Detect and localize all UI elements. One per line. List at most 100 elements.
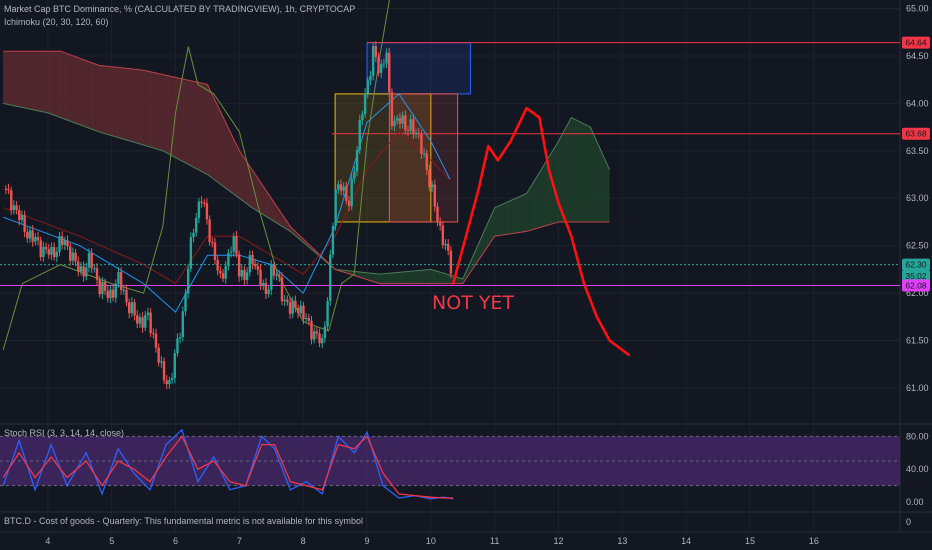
candle-body[interactable]	[192, 232, 195, 238]
candle-body[interactable]	[369, 75, 372, 81]
stoch-rsi-legend[interactable]: Stoch RSI (3, 3, 14, 14, close)	[4, 428, 125, 438]
candle-body[interactable]	[267, 289, 270, 294]
candle-body[interactable]	[4, 188, 8, 190]
candle-body[interactable]	[133, 302, 136, 316]
candle-body[interactable]	[248, 255, 252, 273]
candle-body[interactable]	[119, 271, 123, 290]
x-tick-label[interactable]: 16	[809, 536, 819, 546]
candle-body[interactable]	[224, 266, 227, 279]
candle-body[interactable]	[390, 92, 394, 126]
candle-body[interactable]	[178, 337, 182, 339]
candle-body[interactable]	[264, 283, 268, 294]
candle-body[interactable]	[425, 153, 428, 170]
candle-body[interactable]	[288, 302, 292, 314]
candle-body[interactable]	[203, 202, 206, 204]
candle-body[interactable]	[15, 205, 18, 211]
candle-body[interactable]	[307, 318, 311, 321]
candle-body[interactable]	[318, 333, 321, 344]
x-tick-label[interactable]: 14	[681, 536, 691, 546]
candle-body[interactable]	[401, 115, 404, 124]
stoch-k-line[interactable]	[2, 428, 454, 500]
candle-body[interactable]	[232, 236, 235, 252]
stoch-rsi-panel[interactable]	[0, 428, 900, 500]
candle-body[interactable]	[58, 236, 61, 252]
candle-body[interactable]	[90, 253, 93, 269]
candle-body[interactable]	[237, 254, 241, 277]
candle-body[interactable]	[321, 338, 324, 344]
x-tick-label[interactable]: 12	[554, 536, 564, 546]
candle-body[interactable]	[329, 254, 332, 301]
candle-body[interactable]	[138, 317, 142, 324]
candle-body[interactable]	[374, 46, 378, 58]
candle-body[interactable]	[441, 225, 445, 246]
candle-body[interactable]	[7, 188, 10, 191]
candle-body[interactable]	[160, 361, 163, 363]
candle-body[interactable]	[296, 308, 300, 314]
candle-body[interactable]	[98, 279, 101, 295]
candle-body[interactable]	[278, 274, 281, 278]
candle-body[interactable]	[106, 290, 109, 299]
candle-body[interactable]	[428, 169, 431, 188]
candle-body[interactable]	[125, 289, 128, 303]
candle-body[interactable]	[20, 215, 24, 221]
candle-body[interactable]	[122, 289, 126, 291]
candle-body[interactable]	[39, 240, 42, 258]
candle-body[interactable]	[251, 255, 254, 264]
candle-body[interactable]	[406, 130, 410, 132]
candle-body[interactable]	[82, 266, 85, 277]
candle-body[interactable]	[396, 118, 399, 121]
candle-body[interactable]	[388, 52, 391, 93]
candle-body[interactable]	[34, 236, 37, 242]
candle-body[interactable]	[173, 353, 176, 379]
x-tick-label[interactable]: 4	[45, 536, 50, 546]
candle-body[interactable]	[47, 249, 50, 255]
fundamental-legend[interactable]: BTC.D - Cost of goods - Quarterly: This …	[4, 516, 363, 526]
candle-body[interactable]	[366, 80, 369, 94]
candle-body[interactable]	[353, 171, 356, 179]
candle-body[interactable]	[93, 268, 96, 270]
candle-body[interactable]	[355, 150, 359, 172]
candle-body[interactable]	[422, 153, 426, 155]
candle-body[interactable]	[63, 240, 67, 245]
not-yet-annotation[interactable]: NOT YET	[432, 292, 514, 314]
candle-body[interactable]	[95, 268, 99, 280]
candle-body[interactable]	[195, 218, 198, 233]
candle-body[interactable]	[414, 132, 418, 134]
candle-body[interactable]	[219, 270, 222, 274]
candle-body[interactable]	[326, 300, 329, 327]
ichimoku-legend[interactable]: Ichimoku (20, 30, 120, 60)	[4, 17, 109, 27]
candle-body[interactable]	[168, 380, 171, 385]
candle-body[interactable]	[377, 57, 380, 73]
candle-body[interactable]	[157, 347, 160, 363]
candle-body[interactable]	[162, 361, 166, 381]
candle-body[interactable]	[101, 282, 104, 295]
candle-body[interactable]	[213, 242, 217, 260]
candle-body[interactable]	[262, 283, 265, 286]
candle-body[interactable]	[433, 184, 437, 207]
candle-body[interactable]	[334, 189, 337, 226]
candle-body[interactable]	[245, 272, 249, 280]
candle-body[interactable]	[294, 300, 297, 309]
candle-body[interactable]	[117, 271, 120, 284]
candle-body[interactable]	[60, 236, 64, 245]
axes[interactable]: 65.00 64.50 64.00 63.50 63.00 62.50 62.00 61.50…	[45, 4, 928, 546]
candle-body[interactable]	[26, 232, 29, 239]
candle-body[interactable]	[111, 289, 115, 298]
candle-body[interactable]	[438, 222, 442, 226]
candle-body[interactable]	[87, 253, 91, 268]
candle-body[interactable]	[447, 243, 450, 251]
symbol-legend[interactable]: Market Cap BTC Dominance, % (CALCULATED …	[4, 4, 356, 14]
candle-body[interactable]	[181, 311, 185, 338]
x-tick-label[interactable]: 13	[617, 536, 627, 546]
candle-body[interactable]	[444, 243, 447, 246]
candle-body[interactable]	[272, 265, 276, 276]
candle-body[interactable]	[379, 64, 383, 73]
x-tick-label[interactable]: 15	[745, 536, 755, 546]
candle-body[interactable]	[197, 201, 201, 219]
candle-body[interactable]	[280, 277, 284, 302]
candle-body[interactable]	[286, 299, 289, 303]
candle-body[interactable]	[253, 263, 257, 267]
candle-body[interactable]	[430, 184, 434, 188]
candle-body[interactable]	[404, 115, 407, 131]
